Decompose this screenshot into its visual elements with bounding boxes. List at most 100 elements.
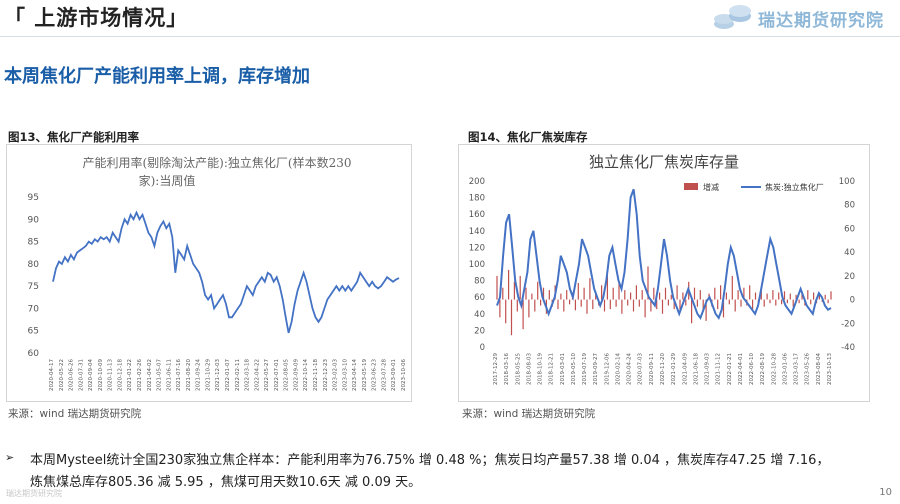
chart-2-change-bar <box>769 299 771 304</box>
chart-2-xtick-label: 2021-09-03 <box>705 353 711 385</box>
chart-1-xtick-label: 2020-05-22 <box>59 359 65 391</box>
chart-2-change-bar <box>586 299 588 314</box>
chart-2-change-bar <box>830 291 832 300</box>
chart-1-xtick-label: 2023-04-14 <box>352 359 358 391</box>
legend-label-line: 焦炭:独立焦化厂 <box>765 182 824 192</box>
chart-2-xtick-label: 2022-08-19 <box>760 353 766 385</box>
chart-2-change-bar <box>519 275 521 300</box>
summary-line-1: 本周Mysteel统计全国230家独立焦企样本：产能利用率为76.75% 增 0… <box>30 453 830 468</box>
chart-1-xtick-label: 2022-10-14 <box>303 359 309 391</box>
chart-2-change-bar <box>725 292 727 300</box>
logo: 瑞达期货研究院 <box>712 2 892 34</box>
chart-2-change-bar <box>560 293 562 300</box>
chart-2-xtick-label: 2020-09-11 <box>649 353 655 385</box>
chart-2-ytick-right-label: 100 <box>839 177 855 187</box>
chart-2-change-bar <box>699 290 701 300</box>
chart-1-xtick-label: 2020-12-18 <box>117 359 123 391</box>
chart-2-change-bar <box>752 299 754 310</box>
chart-2-change-bar <box>679 299 681 312</box>
chart-1-xtick-label: 2022-03-18 <box>245 359 251 391</box>
chart-2-change-bar <box>781 299 783 305</box>
chart-2-change-bar <box>510 299 513 336</box>
chart-1-xtick-label: 2021-08-20 <box>186 359 192 391</box>
chart-2-ytick-left-label: 160 <box>469 210 485 220</box>
chart-1-xtick-label: 2022-08-05 <box>284 359 290 391</box>
chart-1-xtick-label: 2022-04-22 <box>254 359 260 391</box>
chart-1-xtick-label: 2021-06-11 <box>166 359 172 391</box>
chart-1-title-line2: 家):当周值 <box>139 173 196 188</box>
chart-2-change-bar <box>676 285 678 300</box>
chart-2-ytick-right-label: -40 <box>841 343 855 353</box>
chart-1-xtick-label: 2022-02-11 <box>235 359 241 391</box>
chart-2-xtick-label: 2020-04-24 <box>627 353 633 385</box>
chart-2-change-bar <box>612 287 614 300</box>
chart-2-xtick-label: 2018-08-03 <box>526 353 532 385</box>
chart-2-change-bar <box>632 299 635 312</box>
chart-2-change-bar <box>516 299 518 312</box>
figure-13-label: 图13、焦化厂产能利用率 <box>8 130 140 144</box>
chart-2-change-bar <box>696 299 698 307</box>
watermark: 瑞达期货研究院 <box>6 489 62 498</box>
chart-2-change-bar <box>627 299 629 306</box>
chart-2-change-bar <box>641 290 643 300</box>
chart-2-ytick-right-label: 20 <box>844 272 855 282</box>
chart-1-xtick-label: 2023-10-06 <box>401 359 407 391</box>
chart-2-xtick-label: 2018-10-19 <box>538 353 544 385</box>
chart-2-xtick-label: 2019-05-10 <box>571 353 577 385</box>
summary-text: 本周Mysteel统计全国230家独立焦企样本：产能利用率为76.75% 增 0… <box>30 450 890 494</box>
chart-2-change-bar <box>801 292 803 300</box>
chart-2-change-bar <box>499 299 501 318</box>
chart-2-change-bar <box>734 299 736 312</box>
chart-2-change-bar <box>810 299 812 305</box>
chart-2-change-bar <box>508 269 510 300</box>
chart-2-xtick-label: 2022-01-21 <box>727 353 733 385</box>
chart-2-change-bar <box>714 287 716 300</box>
chart-2-change-bar <box>569 299 571 305</box>
chart-2-change-bar <box>749 285 751 300</box>
chart-2-xtick-label: 2023-01-06 <box>782 353 788 385</box>
chart-1-ytick-label: 75 <box>28 282 39 292</box>
chart-2-change-bar <box>534 299 536 312</box>
summary-line-2: 炼焦煤总库存805.36 减 5.95 ，焦煤可用天数10.6天 减 0.09 … <box>30 475 422 490</box>
chart-2-ytick-left-label: 180 <box>469 194 485 204</box>
chart-2-change-bar <box>603 299 606 312</box>
chart-1-xtick-label: 2020-10-09 <box>98 359 104 391</box>
chart-2-ytick-right-label: -20 <box>841 319 855 329</box>
chart-1-xtick-label: 2022-01-07 <box>225 359 231 391</box>
header-divider <box>0 36 900 37</box>
chart-2-change-bar <box>807 290 809 300</box>
chart-2-change-bar <box>522 299 524 330</box>
chart-2-change-bar <box>728 299 730 305</box>
chart-1-xtick-label: 2022-07-01 <box>274 359 280 391</box>
chart-2-change-bar <box>772 290 774 300</box>
chart-1-xtick-label: 2021-02-26 <box>137 359 143 391</box>
chart-2-xtick-label: 2023-10-13 <box>827 353 833 385</box>
chart-2-change-bar <box>792 299 794 307</box>
chart-2-ytick-right-label: 60 <box>844 224 855 234</box>
chart-2-change-bar <box>659 292 661 300</box>
chart-2-change-bar <box>775 299 777 306</box>
chart-1-xtick-label: 2023-06-23 <box>372 359 378 391</box>
chart-2-change-bar <box>606 275 608 300</box>
chart-2-xtick-label: 2019-09-27 <box>593 353 599 385</box>
chart-2-change-bar <box>496 275 498 300</box>
chart-1-series-line <box>52 210 400 334</box>
chart-2-change-bar <box>778 292 780 300</box>
section-subtitle: 本周焦化厂产能利用率上调，库存增加 <box>4 66 310 87</box>
chart-2-inventory-line <box>496 188 832 320</box>
chart-1-xtick-label: 2021-12-03 <box>215 359 221 391</box>
chart-2-change-bar <box>583 287 585 300</box>
chart-2-change-bar <box>653 287 655 300</box>
chart-2-change-bar <box>702 299 704 312</box>
legend-label-bar: 增减 <box>703 182 719 192</box>
chart-2-change-bar <box>798 299 800 304</box>
chart-2-change-bar <box>638 299 640 307</box>
chart-2-change-bar <box>577 283 579 300</box>
chart-1-ytick-label: 90 <box>28 215 40 225</box>
chart-1-xtick-label: 2023-05-19 <box>362 359 368 391</box>
chart-2-change-bar <box>609 299 611 310</box>
chart-2-change-bar <box>766 293 768 300</box>
chart-2-change-bar <box>743 287 745 300</box>
chart-2-ytick-right-label: 40 <box>844 248 855 258</box>
chart-2-ytick-right-label: 80 <box>844 201 855 211</box>
